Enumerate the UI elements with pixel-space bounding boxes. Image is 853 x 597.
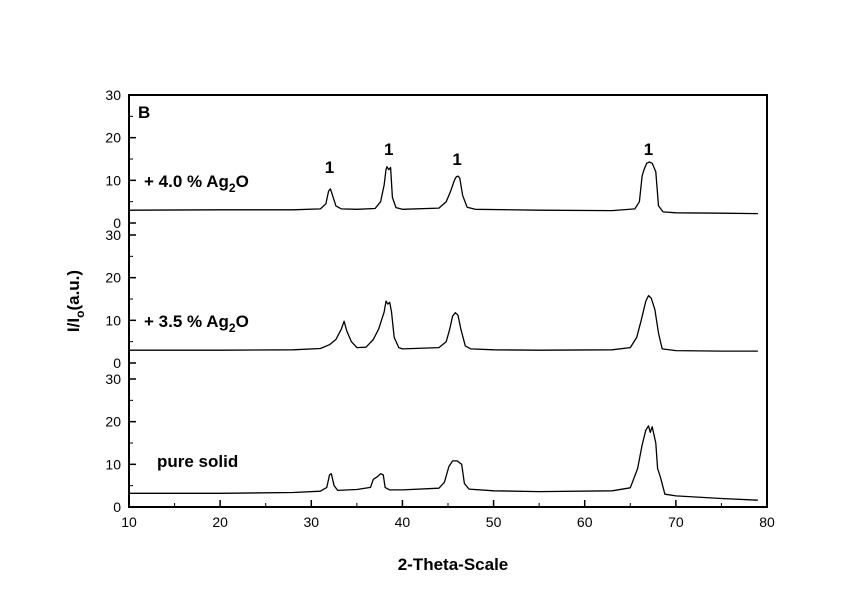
- panel-1: 0 10 20 30 + 4.0 % Ag2O 1 1 1 1: [105, 87, 758, 231]
- y-axis-title: I/Io(a.u.): [64, 270, 87, 332]
- y-tick-label: 0: [113, 215, 121, 231]
- x-tick-label: 30: [303, 514, 319, 530]
- x-axis-title: 2-Theta-Scale: [398, 555, 509, 574]
- series-line: [128, 161, 758, 215]
- x-tick-label: 70: [668, 514, 684, 530]
- y-tick-label: 0: [113, 499, 121, 515]
- x-tick-label: 40: [395, 514, 411, 530]
- series-line: [129, 294, 758, 352]
- peak-label: 1: [452, 150, 461, 169]
- peak-label: 1: [325, 158, 334, 177]
- x-tick-label: 10: [121, 514, 137, 530]
- y-axis-title-main: I/I: [64, 318, 83, 332]
- x-tick-label: 80: [759, 514, 775, 530]
- panel-3: 0 10 20 30 pure solid: [105, 371, 758, 515]
- x-tick-label: 20: [212, 514, 228, 530]
- series-label: pure solid: [157, 452, 238, 471]
- panel-letter: B: [138, 103, 150, 122]
- plot-frame: [128, 94, 768, 508]
- y-tick-label: 0: [113, 355, 121, 371]
- y-tick-label: 10: [105, 312, 121, 328]
- x-tick-label: 50: [486, 514, 502, 530]
- series-label: + 3.5 % Ag2O: [144, 312, 249, 335]
- y-tick-label: 20: [105, 270, 121, 286]
- y-tick-label: 30: [105, 371, 121, 387]
- y-tick-label: 10: [105, 456, 121, 472]
- peak-label: 1: [644, 140, 653, 159]
- x-axis: 10 20 30 40 50 60 70 80: [121, 500, 775, 530]
- peak-label: 1: [384, 140, 393, 159]
- series-line: [129, 425, 758, 501]
- x-tick-label: 60: [577, 514, 593, 530]
- series-label: + 4.0 % Ag2O: [144, 172, 249, 195]
- panel-2: 0 10 20 30 + 3.5 % Ag2O: [105, 227, 758, 371]
- y-axis-title-sub: o: [73, 311, 87, 318]
- y-tick-label: 20: [105, 130, 121, 146]
- y-tick-label: 10: [105, 172, 121, 188]
- y-tick-label: 30: [105, 87, 121, 103]
- y-tick-label: 30: [105, 227, 121, 243]
- y-axis-title-suffix: (a.u.): [64, 270, 83, 311]
- y-tick-label: 20: [105, 414, 121, 430]
